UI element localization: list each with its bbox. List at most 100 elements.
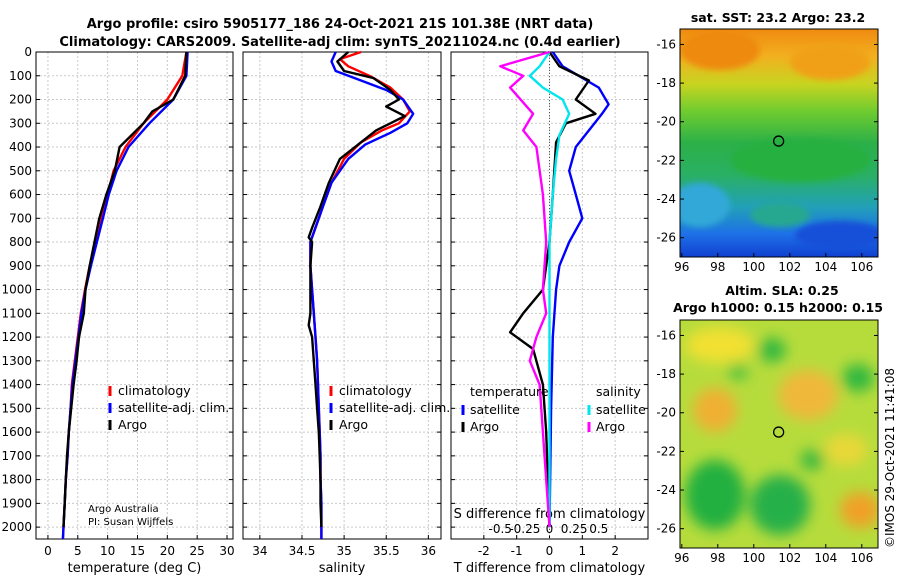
- pi-label: PI: Susan Wijffels: [88, 517, 173, 528]
- float-position-marker: [772, 426, 785, 438]
- sla-green-patch: [750, 475, 810, 535]
- sst-map: 96 98 100 102 104 106 -16 -18 -20 -22 -24 -26: [656, 28, 879, 274]
- series-line-argo: [62, 51, 188, 528]
- x-tick-label: 20: [160, 544, 175, 558]
- map-lat-tick-label: -24: [656, 483, 676, 497]
- depth-tick-label: 900: [9, 259, 32, 273]
- map-lon-tick-label: 106: [850, 260, 873, 274]
- salinity-diff-tick-label: -0.5: [489, 522, 512, 536]
- credit-label: ©IMOS 29-Oct-2021 11:41:08: [883, 368, 897, 548]
- sla-yellow-patch: [685, 327, 755, 363]
- grid: [36, 51, 233, 539]
- series-line-climatology: [61, 51, 188, 540]
- depth-tick-label: 1100: [1, 306, 32, 320]
- sla-orange-patch: [693, 388, 737, 432]
- sla-map: 96 98 100 102 104 106 -16 -18 -20 -22 -24 -26: [656, 319, 879, 565]
- salinity-diff-tick-label: -0.25: [509, 522, 540, 536]
- sla-green-patch: [685, 460, 745, 530]
- map-lat-tick-label: -26: [656, 231, 676, 245]
- depth-tick-label: 500: [9, 164, 32, 178]
- depth-tick-label: 300: [9, 116, 32, 130]
- map-lat-tick-label: -24: [656, 192, 676, 206]
- x-tick-label: 2: [611, 544, 619, 558]
- sla-map-title-line2: Argo h1000: 0.15 h2000: 0.15: [673, 300, 883, 315]
- legend-label: Argo: [339, 417, 368, 432]
- legend-label: satellite: [470, 402, 520, 417]
- series-line-argo: [307, 51, 406, 528]
- legend-label: Argo: [596, 419, 625, 434]
- axes-frame: [242, 51, 442, 540]
- legend-label: satellite-adj. clim.: [118, 400, 229, 415]
- depth-tick-label: 800: [9, 235, 32, 249]
- map-lat-tick-label: -20: [656, 115, 676, 129]
- x-axis-label: T difference from climatology: [453, 561, 646, 576]
- map-lon-tick-label: 98: [710, 551, 725, 565]
- institution-label: Argo Australia: [88, 504, 159, 515]
- sla-green-patch: [728, 364, 748, 380]
- salinity-diff-tick-label: 0: [546, 522, 554, 536]
- main-title-line2: Climatology: CARS2009. Satellite-adj cli…: [59, 35, 620, 50]
- map-lat-tick-label: -22: [656, 444, 676, 458]
- map-lat-tick-label: -16: [656, 328, 676, 342]
- depth-tick-label: 1400: [1, 378, 32, 392]
- sst-orange-patch: [680, 30, 760, 70]
- series-line-climatology: [309, 50, 411, 539]
- depth-tick-label: 0: [24, 45, 32, 59]
- map-lon-tick-label: 100: [742, 551, 765, 565]
- sst-map-title: sat. SST: 23.2 Argo: 23.2: [691, 10, 865, 25]
- depth-tick-label: 200: [9, 93, 32, 107]
- x-tick-label: 0: [546, 544, 554, 558]
- grid: [243, 51, 441, 539]
- sla-green-patch: [800, 450, 824, 470]
- map-lon-tick-label: 104: [814, 260, 837, 274]
- x-tick-label: 5: [74, 544, 82, 558]
- x-axis-label: salinity: [319, 561, 366, 576]
- map-lat-tick-label: -20: [656, 406, 676, 420]
- map-lon-tick-label: 98: [710, 260, 725, 274]
- x-tick-label: -1: [511, 544, 523, 558]
- sst-blue-patch: [795, 221, 878, 249]
- depth-tick-label: 1600: [1, 425, 32, 439]
- depth-tick-label: 1300: [1, 354, 32, 368]
- main-title-line1: Argo profile: csiro 5905177_186 24-Oct-2…: [87, 17, 594, 32]
- x-axis-label: temperature (deg C): [68, 561, 202, 576]
- map-lon-tick-label: 102: [778, 260, 801, 274]
- depth-tick-label: 2000: [1, 520, 32, 534]
- map-lat-tick-label: -26: [656, 522, 676, 536]
- series-line-salinity-satellite: [528, 51, 571, 528]
- salinity-diff-tick-label: 0.25: [561, 522, 588, 536]
- depth-tick-label: 1200: [1, 330, 32, 344]
- sla-green-patch: [842, 364, 874, 392]
- float-position-marker: [772, 135, 785, 147]
- depth-tick-label: 700: [9, 211, 32, 225]
- map-lon-tick-label: 104: [814, 551, 837, 565]
- map-lat-tick-label: -18: [656, 76, 676, 90]
- legend-label: Argo: [118, 417, 147, 432]
- sst-cyan-patch: [680, 183, 730, 227]
- map-lon-tick-label: 96: [674, 260, 689, 274]
- x-tick-label: 25: [190, 544, 205, 558]
- map-lat-tick-label: -18: [656, 367, 676, 381]
- map-lon-tick-label: 96: [674, 551, 689, 565]
- sla-green-patch: [758, 338, 786, 362]
- salinity-diff-tick-label: 0.5: [589, 522, 608, 536]
- map-lon-tick-label: 106: [850, 551, 873, 565]
- x-tick-label: 35.5: [373, 544, 400, 558]
- x-tick-label: -2: [478, 544, 490, 558]
- series-line-satellite-adj-clim-: [61, 51, 189, 540]
- legend-label: satellite-adj. clim.: [339, 400, 450, 415]
- x-tick-label: 36: [421, 544, 436, 558]
- legend-label: Argo: [470, 419, 499, 434]
- temperature-profile-panel: 0100200300400500600700800900100011001200…: [1, 45, 234, 576]
- depth-tick-label: 1500: [1, 401, 32, 415]
- map-lon-tick-label: 102: [778, 551, 801, 565]
- sst-teal-patch: [750, 203, 810, 227]
- salinity-profile-panel: 34 34.5 35 35.5 36 salinity climatology satelli…: [242, 50, 450, 576]
- map-lat-tick-label: -22: [656, 153, 676, 167]
- depth-tick-label: 100: [9, 69, 32, 83]
- sst-orange-patch: [790, 44, 870, 80]
- depth-tick-label: 600: [9, 188, 32, 202]
- axes-frame: [35, 51, 234, 540]
